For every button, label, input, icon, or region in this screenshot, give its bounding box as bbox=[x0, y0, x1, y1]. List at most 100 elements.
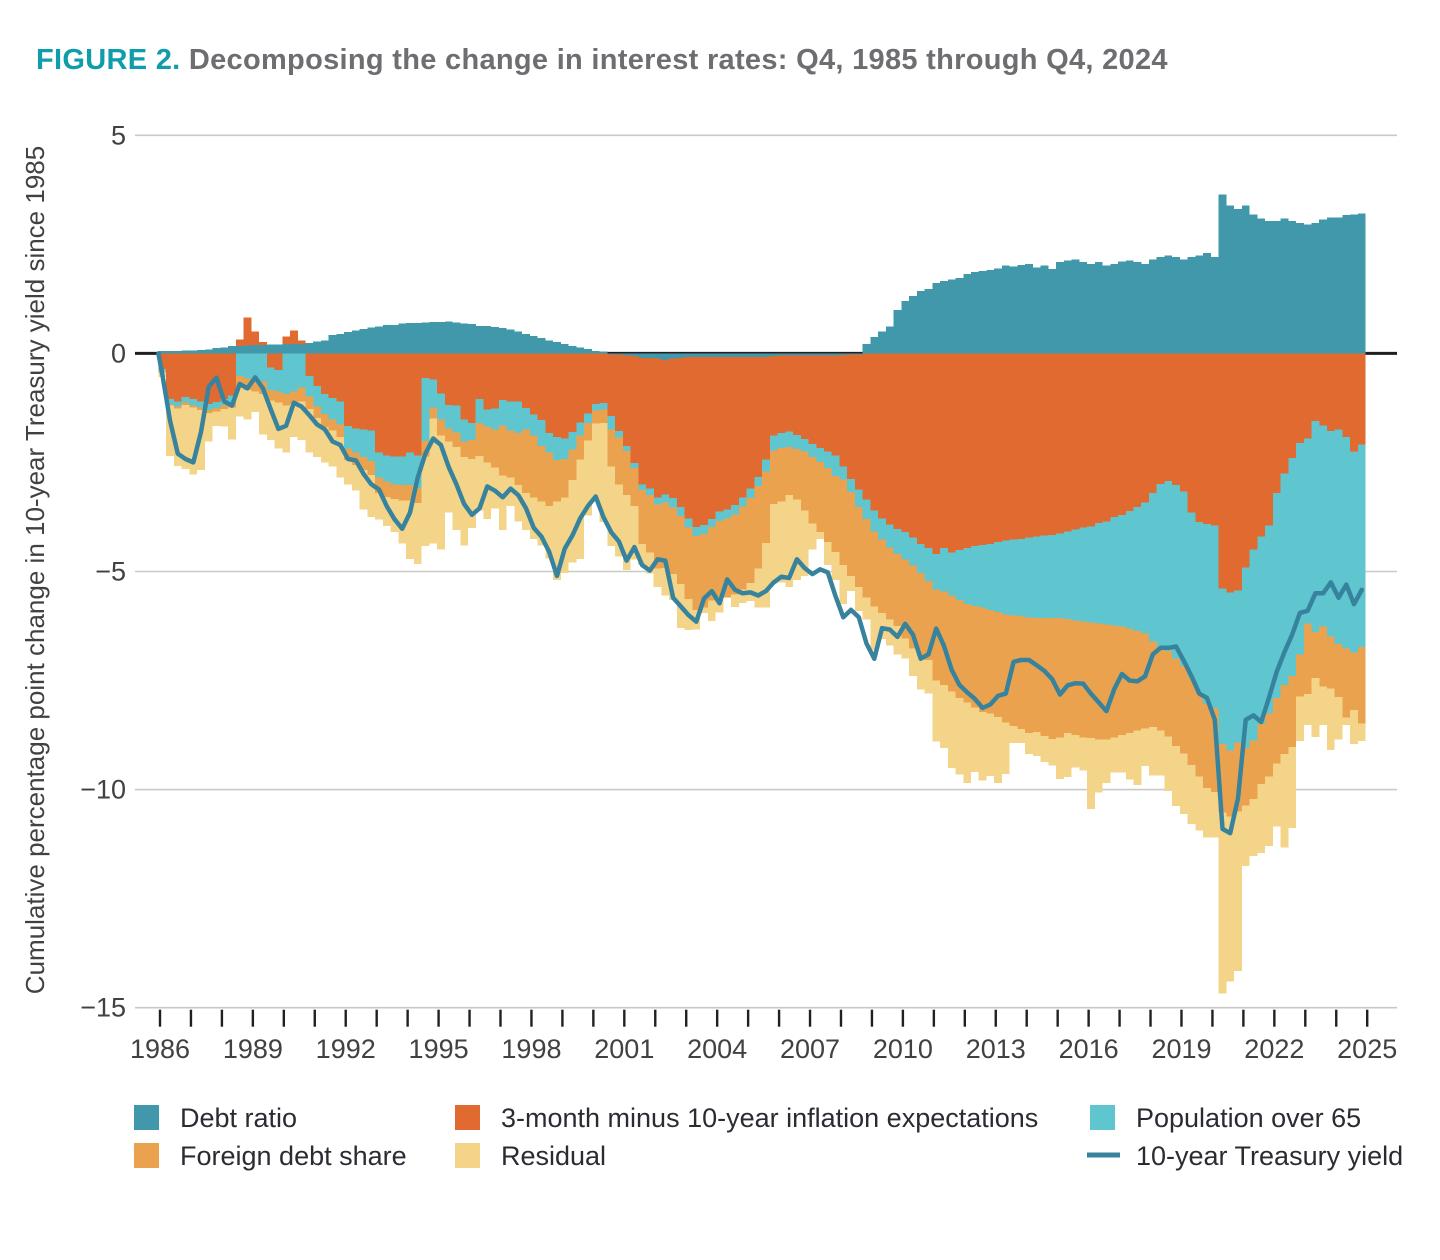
bar-segment bbox=[344, 332, 352, 354]
bar-segment bbox=[1172, 745, 1180, 807]
bar-segment bbox=[1102, 353, 1111, 522]
bar-segment bbox=[1025, 263, 1033, 354]
bar-segment bbox=[1063, 732, 1072, 777]
bar-segment bbox=[243, 390, 252, 420]
bar-segment bbox=[1357, 444, 1366, 647]
bar-segment bbox=[498, 425, 507, 476]
bar-segment bbox=[251, 380, 260, 392]
bar-segment bbox=[444, 441, 453, 513]
bar-segment bbox=[847, 479, 855, 493]
bar-segment bbox=[351, 428, 360, 453]
bar-segment bbox=[328, 430, 337, 467]
bar-segment bbox=[1311, 353, 1320, 422]
bar-segment bbox=[1017, 264, 1026, 354]
bar-segment bbox=[823, 468, 832, 542]
bar-segment bbox=[823, 355, 832, 452]
bar-segment bbox=[220, 408, 229, 427]
bar-segment bbox=[754, 356, 763, 477]
bar-segment bbox=[398, 456, 407, 486]
bar-segment bbox=[390, 353, 399, 457]
bar-segment bbox=[1280, 473, 1289, 685]
bar-segment bbox=[406, 452, 414, 486]
bar-segment bbox=[1342, 353, 1351, 438]
bar-segment bbox=[560, 458, 569, 498]
bar-segment bbox=[1203, 787, 1211, 838]
bar-segment bbox=[1040, 535, 1049, 619]
bar-segment bbox=[1334, 429, 1343, 644]
bar-segment bbox=[963, 547, 972, 604]
bar-segment bbox=[630, 506, 639, 560]
bar-segment bbox=[1257, 218, 1266, 354]
bar-segment bbox=[901, 559, 910, 639]
bar-segment bbox=[1226, 750, 1235, 817]
bar-segment bbox=[1195, 692, 1204, 777]
bar-segment bbox=[1280, 218, 1289, 354]
bar-segment bbox=[800, 451, 809, 511]
bar-segment bbox=[452, 322, 461, 354]
bar-segment bbox=[452, 432, 461, 448]
bar-segment bbox=[970, 545, 979, 606]
bar-segment bbox=[1179, 353, 1188, 492]
bar-segment bbox=[1094, 739, 1103, 793]
bar-segment bbox=[839, 355, 848, 467]
bar-segment bbox=[1141, 728, 1150, 767]
bar-segment bbox=[1009, 353, 1018, 540]
legend-label: 10-year Treasury yield bbox=[1136, 1141, 1403, 1171]
bar-segment bbox=[1110, 737, 1119, 773]
bar-segment bbox=[235, 345, 244, 354]
bar-segment bbox=[1303, 438, 1312, 624]
bar-segment bbox=[1334, 353, 1343, 430]
bar-segment bbox=[313, 341, 321, 354]
bar-segment bbox=[700, 533, 708, 608]
bar-segment bbox=[1334, 697, 1343, 740]
bar-segment bbox=[576, 459, 585, 559]
bar-segment bbox=[1272, 353, 1281, 493]
bar-segment bbox=[290, 353, 298, 392]
bar-segment bbox=[1094, 623, 1103, 740]
bar-segment bbox=[591, 404, 600, 411]
bar-segment bbox=[1218, 353, 1227, 589]
bar-segment bbox=[661, 494, 670, 503]
bar-segment bbox=[870, 606, 879, 651]
bar-segment bbox=[181, 353, 190, 398]
bar-segment bbox=[994, 268, 1002, 354]
svg-text:0: 0 bbox=[111, 338, 126, 368]
bar-segment bbox=[313, 406, 321, 418]
y-axis-label: Cumulative percentage point change in 10… bbox=[20, 146, 50, 994]
bar-segment bbox=[1094, 353, 1103, 524]
bar-segment bbox=[615, 353, 623, 355]
bar-segment bbox=[406, 500, 414, 559]
bar-segment bbox=[1071, 735, 1080, 768]
bar-segment bbox=[1156, 353, 1165, 484]
bar-segment bbox=[893, 309, 902, 354]
bar-segment bbox=[785, 355, 794, 432]
bar-segment bbox=[1203, 704, 1211, 788]
bar-segment bbox=[963, 353, 972, 548]
bar-segment bbox=[1017, 728, 1026, 743]
bar-segment bbox=[808, 456, 817, 524]
bar-segment bbox=[777, 432, 786, 449]
bar-segment bbox=[1156, 730, 1165, 776]
bar-segment bbox=[669, 358, 677, 499]
bar-segment bbox=[963, 702, 972, 784]
bar-segment bbox=[1001, 353, 1010, 541]
bar-segment bbox=[831, 353, 840, 356]
bar-segment bbox=[994, 717, 1002, 784]
bar-segment bbox=[367, 461, 376, 476]
bar-segment bbox=[1303, 694, 1312, 726]
legend-swatch bbox=[134, 1143, 159, 1168]
bar-segment bbox=[189, 353, 198, 400]
bar-segment bbox=[189, 350, 198, 354]
bar-segment bbox=[1311, 677, 1320, 737]
bar-segment bbox=[684, 356, 693, 519]
bar-segment bbox=[212, 411, 221, 427]
bar-segment bbox=[1350, 710, 1358, 744]
bar-segment bbox=[181, 404, 190, 469]
bar-segment bbox=[537, 445, 546, 502]
bar-segment bbox=[1110, 625, 1119, 738]
bar-segment bbox=[1288, 353, 1297, 459]
bar-segment bbox=[1187, 765, 1196, 825]
bar-segment bbox=[762, 353, 770, 357]
bar-segment bbox=[1048, 353, 1057, 535]
bar-segment bbox=[769, 356, 778, 436]
